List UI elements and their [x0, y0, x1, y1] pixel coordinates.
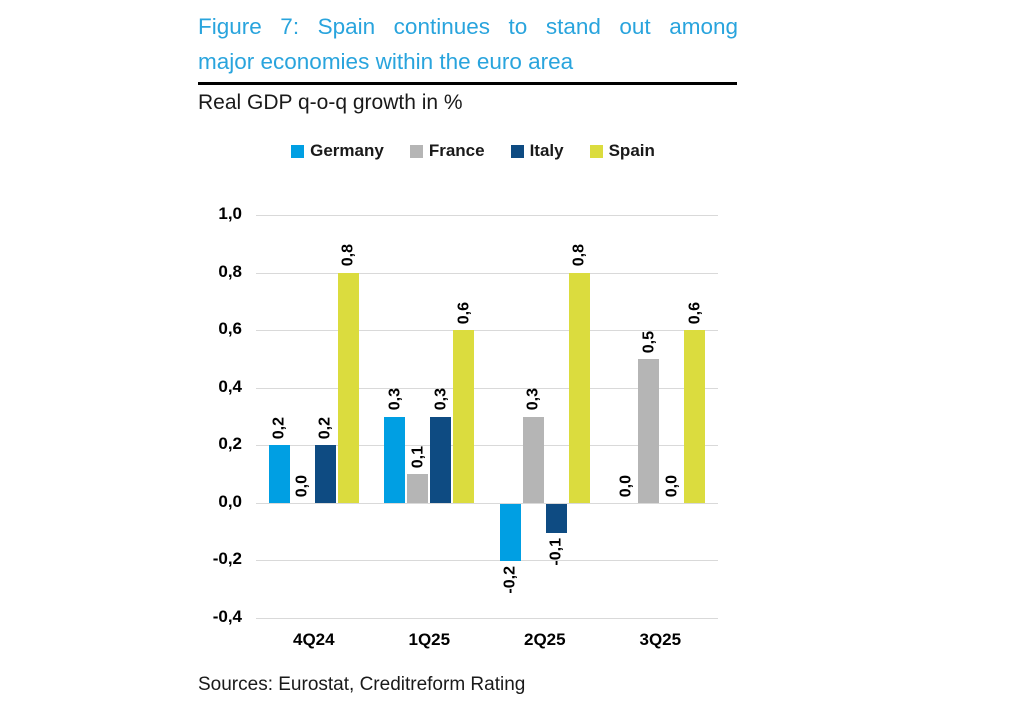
bar-spain-3q25 — [684, 330, 706, 503]
bar-value-label-germany-2q25: -0,2 — [501, 566, 519, 594]
figure-title-line1: Figure 7: Spain continues to stand out a… — [198, 14, 738, 39]
gridline — [256, 387, 718, 389]
legend-swatch-spain — [589, 144, 603, 158]
gridline — [256, 445, 718, 447]
legend-label-germany: Germany — [310, 141, 384, 160]
gridline — [256, 330, 718, 332]
bar-value-label-germany-1q25: 0,3 — [386, 388, 404, 411]
bar-spain-1q25 — [453, 330, 475, 503]
bar-spain-4q24 — [337, 272, 359, 503]
bar-value-label-spain-3q25: 0,6 — [686, 301, 704, 325]
x-axis-tick-label: 2Q25 — [524, 630, 566, 649]
legend-swatch-italy — [510, 144, 524, 158]
x-axis-tick-label: 4Q24 — [293, 630, 335, 649]
gridline — [256, 618, 718, 619]
bar-value-label-spain-4q24: 0,8 — [339, 244, 357, 267]
bar-value-label-italy-4q24: 0,2 — [316, 417, 334, 440]
bar-value-label-spain-2q25: 0,8 — [570, 244, 588, 267]
plot-area: 0,2 0,0 0,2 0,8 0,3 0,1 0,3 0,6 -0,2 0,3 -0,1 0,8 0,… — [256, 215, 718, 619]
bar-value-label-spain-1q25: 0,6 — [455, 301, 473, 325]
bar-italy-2q25 — [545, 503, 567, 533]
bar-value-label-germany-3q25: 0,0 — [617, 474, 635, 497]
bar-value-label-france-2q25: 0,3 — [524, 388, 542, 411]
bar-spain-2q25 — [568, 272, 590, 503]
figure-title-line2: major economies within the euro area — [198, 49, 574, 74]
gridline — [256, 502, 718, 504]
bar-value-label-france-1q25: 0,1 — [409, 445, 427, 469]
bar-value-label-germany-4q24: 0,2 — [270, 417, 288, 440]
legend-swatch-france — [409, 144, 423, 158]
bar-value-label-italy-2q25: -0,1 — [547, 537, 565, 566]
bar-germany-4q24 — [268, 445, 290, 503]
bar-italy-4q24 — [314, 445, 336, 503]
y-axis-tick-label: 0,8 — [218, 261, 242, 281]
legend-label-spain: Spain — [608, 141, 655, 160]
gridline — [256, 215, 718, 216]
sources-note: Sources: Eurostat, Creditreform Rating — [198, 674, 526, 695]
bar-france-1q25 — [407, 474, 429, 503]
y-axis-tick-label: 0,0 — [218, 491, 242, 511]
x-axis-tick-label: 1Q25 — [408, 630, 451, 649]
y-axis-tick-label: -0,2 — [212, 549, 242, 569]
bar-value-label-italy-3q25: 0,0 — [663, 474, 681, 497]
bar-italy-1q25 — [430, 416, 452, 503]
figure-title: Figure 7: Spain continues to stand out a… — [198, 9, 738, 79]
y-axis-tick-label: -0,4 — [212, 607, 242, 626]
x-axis-tick-label: 3Q25 — [639, 630, 682, 649]
y-axis-tick-label: 0,6 — [218, 319, 242, 339]
title-divider-rule — [198, 82, 737, 85]
legend-item-france: France — [409, 141, 485, 161]
legend-item-spain: Spain — [589, 141, 655, 161]
bar-value-label-france-4q24: 0,0 — [293, 474, 311, 497]
bar-germany-1q25 — [384, 416, 406, 503]
chart-legend: Germany France Italy Spain — [198, 141, 748, 161]
y-axis-tick-label: 0,2 — [218, 434, 242, 454]
legend-label-france: France — [428, 141, 485, 160]
bar-value-label-france-3q25: 0,5 — [640, 330, 658, 353]
y-axis-tick-label: 1,0 — [218, 204, 242, 223]
bar-value-label-italy-1q25: 0,3 — [432, 388, 450, 411]
legend-item-italy: Italy — [510, 141, 564, 161]
legend-label-italy: Italy — [529, 141, 564, 160]
y-axis-tick-label: 0,4 — [218, 376, 242, 396]
bar-france-3q25 — [638, 358, 660, 503]
legend-swatch-germany — [291, 144, 305, 158]
bar-france-2q25 — [522, 416, 544, 503]
gridline — [256, 272, 718, 274]
bar-germany-2q25 — [499, 503, 521, 562]
gridline — [256, 560, 718, 562]
chart-subtitle: Real GDP q-o-q growth in % — [198, 91, 463, 114]
legend-item-germany: Germany — [291, 141, 384, 161]
